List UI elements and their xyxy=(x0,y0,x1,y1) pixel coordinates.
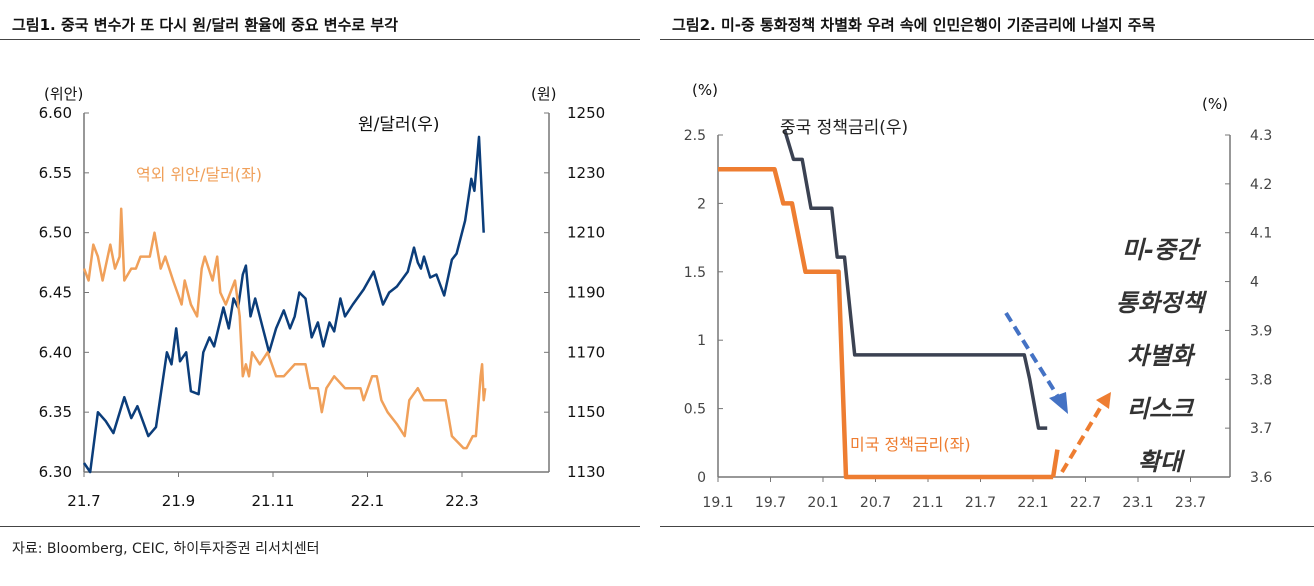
legend-krw: 원/달러(우) xyxy=(358,115,440,135)
divider xyxy=(0,39,640,40)
y-tick-label-left: 6.60 xyxy=(39,104,72,122)
x-tick-label: 23.1 xyxy=(1122,495,1153,511)
x-tick-label: 20.7 xyxy=(860,495,891,511)
y-tick-label-left: 6.55 xyxy=(39,164,72,182)
y-tick-label-right: 4 xyxy=(1250,275,1259,291)
left-unit-label: (위안) xyxy=(44,85,83,103)
x-tick-label: 21.7 xyxy=(67,492,100,510)
y-tick-label-right: 1190 xyxy=(567,284,605,302)
divider xyxy=(660,526,1314,527)
up-arrowhead xyxy=(1096,392,1111,409)
y-tick-label-left: 1 xyxy=(697,333,706,349)
legend-china-rate: 중국 정책금리(우) xyxy=(780,118,908,138)
x-tick-label: 22.7 xyxy=(1070,495,1101,511)
annotation-line: 통화정책 xyxy=(1116,289,1207,317)
y-tick-label-right: 3.7 xyxy=(1250,421,1272,437)
annotation-line: 확대 xyxy=(1138,448,1186,476)
y-tick-label-right: 4.2 xyxy=(1250,177,1272,193)
right-chart-title: 그림2. 미-중 통화정책 차별화 우려 속에 인민은행이 기준금리에 나설지 … xyxy=(672,16,1156,34)
up-arrow xyxy=(1060,403,1104,474)
x-tick-label: 23.7 xyxy=(1175,495,1206,511)
x-tick-label: 21.1 xyxy=(912,495,943,511)
y-tick-label-left: 6.45 xyxy=(39,284,72,302)
series-line xyxy=(82,135,485,474)
x-tick-label: 19.7 xyxy=(755,495,786,511)
right-unit-label: (%) xyxy=(1202,95,1228,113)
series-line xyxy=(82,207,487,450)
y-tick-label-right: 1130 xyxy=(567,463,605,481)
series-line xyxy=(718,166,1054,480)
y-tick-label-left: 2 xyxy=(697,196,706,212)
left-unit-label: (%) xyxy=(692,81,718,99)
y-tick-label-left: 6.50 xyxy=(39,224,72,242)
y-tick-label-right: 1150 xyxy=(567,403,605,421)
right-unit-label: (원) xyxy=(531,85,557,103)
x-tick-label: 22.3 xyxy=(445,492,478,510)
legend-cnh: 역외 위안/달러(좌) xyxy=(136,165,262,184)
divider xyxy=(660,39,1314,40)
y-tick-label-right: 1230 xyxy=(567,164,605,182)
x-tick-label: 22.1 xyxy=(351,492,384,510)
x-tick-label: 21.9 xyxy=(162,492,195,510)
y-tick-label-right: 4.1 xyxy=(1250,226,1272,242)
y-tick-label-left: 6.30 xyxy=(39,463,72,481)
y-tick-label-left: 2.5 xyxy=(684,128,706,144)
y-tick-label-right: 1250 xyxy=(567,104,605,122)
y-tick-label-left: 1.5 xyxy=(684,265,706,281)
left-chart-title: 그림1. 중국 변수가 또 다시 원/달러 환율에 중요 변수로 부각 xyxy=(12,16,399,34)
series-line xyxy=(783,129,1048,430)
down-arrow xyxy=(1004,311,1062,402)
y-tick-label-right: 1210 xyxy=(567,224,605,242)
y-tick-label-right: 3.6 xyxy=(1250,470,1272,486)
y-tick-label-right: 3.9 xyxy=(1250,323,1272,339)
annotation-line: 미-중간 xyxy=(1122,236,1202,264)
x-tick-label: 19.1 xyxy=(702,495,733,511)
y-tick-label-right: 3.8 xyxy=(1250,372,1272,388)
x-tick-label: 20.1 xyxy=(807,495,838,511)
y-tick-label-left: 0 xyxy=(697,470,706,486)
divider xyxy=(0,526,640,527)
legend-us-rate: 미국 정책금리(좌) xyxy=(850,435,971,454)
series-line xyxy=(1050,449,1060,478)
y-tick-label-left: 6.40 xyxy=(39,343,72,361)
y-tick-label-right: 4.3 xyxy=(1250,128,1272,144)
x-tick-label: 21.7 xyxy=(965,495,996,511)
annotation-line: 차별화 xyxy=(1127,342,1196,370)
x-tick-label: 21.11 xyxy=(252,492,295,510)
x-tick-label: 22.1 xyxy=(1017,495,1048,511)
y-tick-label-right: 1170 xyxy=(567,343,605,361)
down-arrowhead xyxy=(1049,392,1068,414)
annotation-line: 리스크 xyxy=(1127,395,1195,423)
source-note: 자료: Bloomberg, CEIC, 하이투자증권 리서치센터 xyxy=(12,541,320,557)
y-tick-label-left: 6.35 xyxy=(39,403,72,421)
y-tick-label-left: 0.5 xyxy=(684,402,706,418)
